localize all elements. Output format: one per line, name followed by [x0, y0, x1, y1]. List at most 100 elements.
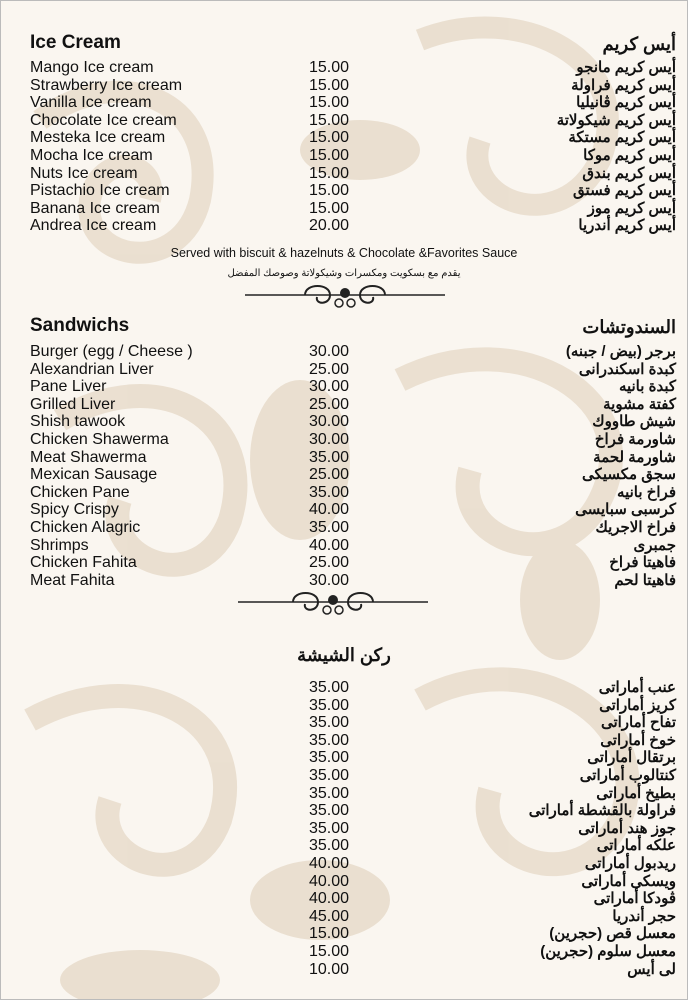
ice-cream-item-price: 15.00 [309, 76, 350, 94]
shisha-item-price: 40.00 [309, 854, 350, 872]
sandwich-item-row: Shrimps 40.00 جمبرى [0, 537, 688, 555]
sandwich-item-price: 30.00 [309, 571, 350, 589]
sandwich-item-price: 40.00 [309, 536, 350, 554]
ice-cream-item-name-ar: أيس كريم بندق [582, 164, 676, 182]
ice-cream-item-price: 15.00 [309, 199, 350, 217]
shisha-item-row: 15.00 معسل قص (حجرين) [0, 925, 688, 943]
shisha-item-price: 35.00 [309, 696, 350, 714]
shisha-item-name-ar: كريز أماراتى [599, 696, 676, 714]
shisha-item-row: 35.00 برتقال أماراتى [0, 749, 688, 767]
sandwich-item-row: Chicken Alagric 35.00 فراخ الاجريك [0, 519, 688, 537]
shisha-item-price: 35.00 [309, 714, 350, 732]
shisha-item-name-ar: بطيخ أماراتى [596, 784, 676, 802]
sandwich-item-name-ar: شاورمة لحمة [593, 448, 676, 466]
shisha-item-name-ar: كنتالوب أماراتى [579, 766, 676, 784]
shisha-item-name-ar: ريدبول أماراتى [584, 854, 676, 872]
shisha-item-price: 10.00 [309, 960, 350, 978]
sandwich-item-name-ar: شاورمة فراخ [594, 430, 676, 448]
ice-cream-item-price: 15.00 [309, 111, 350, 129]
shisha-item-row: 35.00 كنتالوب أماراتى [0, 767, 688, 785]
ice-cream-item-name-ar: أيس كريم شيكولاتة [556, 111, 676, 129]
sandwich-item-price: 25.00 [309, 395, 350, 413]
ice-cream-item-name-en: Pistachio Ice cream [30, 182, 170, 200]
shisha-title-ar: ركن الشيشة [297, 645, 391, 665]
sandwich-item-name-ar: فاهيتا لحم [614, 571, 676, 589]
ice-cream-title-ar: أيس كريم [602, 34, 676, 54]
sandwich-item-row: Burger (egg / Cheese ) 30.00 برجر (بيض / ج… [0, 343, 688, 361]
ice-cream-item-name-en: Chocolate Ice cream [30, 111, 177, 129]
sandwich-item-name-ar: فراخ الاجريك [595, 518, 676, 536]
shisha-item-name-ar: برتقال أماراتى [587, 749, 676, 767]
ice-cream-item-row: Strawberry Ice cream 15.00 أيس كريم فراولة [0, 77, 688, 95]
shisha-item-name-ar: فراولة بالقشطة أماراتى [528, 802, 676, 820]
shisha-item-name-ar: ويسكى أماراتى [581, 872, 676, 890]
shisha-item-name-ar: ڤودكا أماراتى [593, 890, 676, 908]
ice-cream-item-price: 15.00 [309, 129, 350, 147]
sandwich-item-row: Shish tawook 30.00 شيش طاووك [0, 413, 688, 431]
sandwich-item-price: 40.00 [309, 501, 350, 519]
sandwich-item-name-en: Mexican Sausage [30, 466, 158, 484]
shisha-item-price: 45.00 [309, 907, 350, 925]
ornament-divider-icon [245, 285, 445, 308]
ice-cream-title-en: Ice Cream [30, 32, 121, 53]
shisha-item-name-ar: علكه أماراتى [596, 837, 676, 855]
sandwich-item-price: 25.00 [309, 360, 350, 378]
ice-cream-item-row: Banana Ice cream 15.00 أيس كريم موز [0, 200, 688, 218]
ice-cream-note-en: Served with biscuit & hazelnuts & Chocol… [170, 246, 518, 260]
sandwich-item-name-en: Chicken Alagric [30, 518, 141, 536]
ice-cream-item-name-ar: أيس كريم فستق [573, 182, 676, 200]
shisha-item-price: 35.00 [309, 679, 350, 696]
shisha-item-price: 15.00 [309, 925, 350, 943]
ice-cream-item-name-ar: أيس كريم أندريا [578, 217, 676, 235]
shisha-item-row: 40.00 ويسكى أماراتى [0, 873, 688, 891]
sandwich-item-row: Grilled Liver 25.00 كفتة مشوية [0, 396, 688, 414]
sandwich-item-name-en: Pane Liver [30, 378, 107, 396]
sandwich-item-price: 35.00 [309, 518, 350, 536]
sandwich-item-name-ar: جمبرى [633, 536, 677, 554]
ice-cream-item-name-en: Andrea Ice cream [30, 217, 157, 235]
ice-cream-item-row: Mango Ice cream 15.00 أيس كريم مانجو [0, 59, 688, 77]
shisha-item-row: 35.00 علكه أماراتى [0, 837, 688, 855]
ice-cream-item-name-en: Banana Ice cream [30, 199, 160, 217]
shisha-item-name-ar: جوز هند أماراتى [578, 819, 676, 837]
shisha-item-row: 35.00 جوز هند أماراتى [0, 820, 688, 838]
shisha-item-price: 35.00 [309, 802, 350, 820]
sandwiches-title-ar: السندوتشات [582, 317, 676, 337]
shisha-item-row: 35.00 خوخ أماراتى [0, 732, 688, 750]
sandwich-item-name-en: Spicy Crispy [30, 501, 119, 519]
sandwich-item-price: 25.00 [309, 466, 350, 484]
ice-cream-item-name-en: Vanilla Ice cream [30, 94, 152, 112]
sandwich-item-name-en: Grilled Liver [30, 395, 116, 413]
sandwich-item-name-en: Shrimps [30, 536, 89, 554]
ice-cream-item-row: Chocolate Ice cream 15.00 أيس كريم شيكولات… [0, 112, 688, 130]
sandwich-item-row: Mexican Sausage 25.00 سجق مكسيكى [0, 466, 688, 484]
ice-cream-list: Mango Ice cream 15.00 أيس كريم مانجو Strawb… [0, 59, 688, 235]
ice-cream-item-price: 20.00 [309, 217, 350, 235]
shisha-item-price: 35.00 [309, 731, 350, 749]
sandwich-item-row: Meat Fahita 30.00 فاهيتا لحم [0, 572, 688, 590]
sandwich-item-row: Pane Liver 30.00 كبدة بانيه [0, 378, 688, 396]
sandwich-item-name-ar: كرسبى سبايسى [575, 501, 676, 519]
sandwich-item-row: Chicken Fahita 25.00 فاهيتا فراخ [0, 554, 688, 572]
shisha-item-price: 40.00 [309, 890, 350, 908]
shisha-item-row: 40.00 ريدبول أماراتى [0, 855, 688, 873]
shisha-item-row: 35.00 تفاح أماراتى [0, 714, 688, 732]
shisha-item-row: 15.00 معسل سلوم (حجرين) [0, 943, 688, 961]
sandwich-item-row: Meat Shawerma 35.00 شاورمة لحمة [0, 449, 688, 467]
sandwich-item-name-ar: كفتة مشوية [603, 395, 676, 413]
shisha-item-row: 10.00 لى أيس [0, 961, 688, 979]
ornament-divider-icon [238, 592, 428, 615]
sandwich-item-name-ar: سجق مكسيكى [582, 466, 676, 484]
sandwiches-title-en: Sandwichs [30, 315, 130, 336]
sandwich-item-name-ar: كبدة اسكندرانى [578, 360, 676, 378]
ice-cream-item-name-en: Mocha Ice cream [30, 146, 153, 164]
sandwich-item-name-ar: فاهيتا فراخ [609, 554, 676, 572]
shisha-item-row: 35.00 كريز أماراتى [0, 697, 688, 715]
sandwich-item-name-en: Meat Shawerma [30, 448, 147, 466]
shisha-list: 35.00 عنب أماراتى 35.00 كريز أماراتى 35.00 تف… [0, 679, 688, 978]
shisha-item-row: 35.00 بطيخ أماراتى [0, 785, 688, 803]
sandwich-item-price: 30.00 [309, 430, 350, 448]
shisha-item-name-ar: معسل سلوم (حجرين) [540, 942, 676, 960]
ice-cream-item-name-en: Mesteka Ice cream [30, 129, 166, 147]
